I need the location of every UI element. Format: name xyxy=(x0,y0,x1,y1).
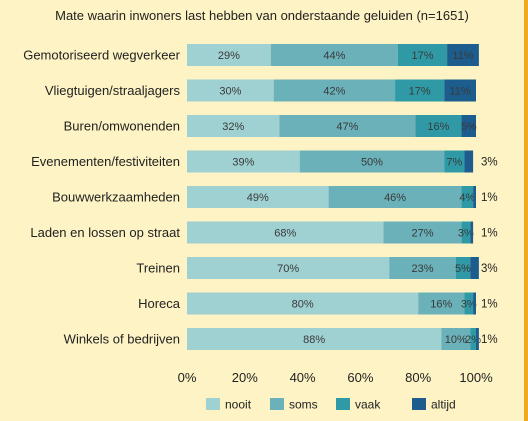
bar-segment-altijd xyxy=(444,79,476,102)
bar-segment-altijd xyxy=(476,328,479,350)
legend-swatch-vaak xyxy=(336,398,350,410)
category-label: Bouwwerkzaamheden xyxy=(52,190,180,205)
bar-segment-vaak xyxy=(395,79,445,102)
data-label: 5% xyxy=(455,263,471,275)
data-label: 23% xyxy=(412,263,434,275)
legend-swatch-soms xyxy=(270,398,284,410)
data-label: 68% xyxy=(274,228,296,240)
category-label: Buren/omwonenden xyxy=(64,119,180,134)
bar-segment-altijd xyxy=(473,186,476,208)
data-label: 29% xyxy=(218,50,240,62)
bar-segment-vaak xyxy=(397,44,448,66)
bar-segment-nooit xyxy=(187,221,384,244)
legend-label-soms: soms xyxy=(289,398,318,412)
data-label: 32% xyxy=(222,121,244,133)
bar-segment-soms xyxy=(279,115,416,137)
x-tick-label: 100% xyxy=(459,370,493,385)
x-tick-label: 80% xyxy=(405,370,431,385)
data-label: 44% xyxy=(323,50,345,62)
x-tick-label: 0% xyxy=(178,370,197,385)
bar-segment-altijd xyxy=(464,150,474,173)
data-label: 70% xyxy=(277,263,299,275)
data-label: 3% xyxy=(481,157,498,169)
bar-segment-vaak xyxy=(461,221,471,244)
bar-segment-vaak xyxy=(470,328,476,350)
data-label: 47% xyxy=(336,121,358,133)
category-label: Evenementen/festiviteiten xyxy=(31,154,180,169)
bar-segment-nooit xyxy=(187,79,274,102)
x-tick-label: 40% xyxy=(290,370,316,385)
data-label: 7% xyxy=(446,157,462,169)
legend-swatch-altijd xyxy=(412,398,426,410)
bar-segment-soms xyxy=(328,186,462,208)
data-label: 3% xyxy=(461,299,477,311)
bar-segment-vaak xyxy=(444,150,465,173)
data-label: 1% xyxy=(481,299,498,311)
bar-segment-nooit xyxy=(187,186,329,208)
legend-swatch-nooit xyxy=(206,398,220,410)
bar-segment-vaak xyxy=(461,186,474,208)
x-tick-label: 60% xyxy=(347,370,373,385)
data-label: 11% xyxy=(452,50,473,62)
data-label: 46% xyxy=(384,192,406,204)
bar-segment-vaak xyxy=(415,115,462,137)
bar-segment-altijd xyxy=(461,115,476,137)
bar-segment-nooit xyxy=(187,292,419,315)
bar-segment-nooit xyxy=(187,115,280,137)
bar-segment-soms xyxy=(273,79,396,102)
data-label: 10% xyxy=(445,334,467,346)
data-label: 17% xyxy=(412,50,434,62)
data-label: 16% xyxy=(427,121,449,133)
data-label: 1% xyxy=(481,334,498,346)
bar-segment-soms xyxy=(441,328,471,350)
data-label: 42% xyxy=(323,86,345,98)
bar-segment-vaak xyxy=(455,257,471,279)
category-label: Gemotoriseerd wegverkeer xyxy=(23,48,180,63)
data-label: 5% xyxy=(461,121,477,133)
legend-label-nooit: nooit xyxy=(225,398,252,412)
data-label: 50% xyxy=(361,157,383,169)
legend-label-altijd: altijd xyxy=(431,398,456,412)
chart-title: Mate waarin inwoners last hebben van ond… xyxy=(55,8,469,23)
data-label: 49% xyxy=(247,192,269,204)
bar-segment-nooit xyxy=(187,328,442,350)
data-label: 17% xyxy=(409,86,431,98)
data-label: 39% xyxy=(232,157,254,169)
bar-segment-altijd xyxy=(473,292,476,315)
category-label: Vliegtuigen/straaljagers xyxy=(45,83,181,98)
category-label: Horeca xyxy=(138,296,181,311)
bar-segment-soms xyxy=(383,221,462,244)
bar-segment-nooit xyxy=(187,257,390,279)
bar-segment-altijd xyxy=(470,221,474,244)
bar-segment-soms xyxy=(418,292,465,315)
data-label: 3% xyxy=(481,263,498,275)
data-label: 80% xyxy=(292,299,314,311)
x-tick-label: 20% xyxy=(232,370,258,385)
bar-segment-nooit xyxy=(187,44,271,66)
legend-label-vaak: vaak xyxy=(355,398,381,412)
data-label: 4% xyxy=(459,192,475,204)
bar-segment-nooit xyxy=(187,150,300,173)
category-label: Winkels of bedrijven xyxy=(64,332,180,347)
data-label: 27% xyxy=(412,228,434,240)
category-label: Laden en lossen op straat xyxy=(30,225,180,240)
bar-segment-vaak xyxy=(464,292,474,315)
data-label: 3% xyxy=(458,228,474,240)
data-label: 1% xyxy=(481,192,498,204)
data-label: 11% xyxy=(450,86,471,98)
data-label: 1% xyxy=(481,228,498,240)
bar-segment-altijd xyxy=(447,44,479,66)
data-label: 88% xyxy=(303,334,325,346)
bar-segment-altijd xyxy=(470,257,479,279)
data-label: 16% xyxy=(430,299,452,311)
bar-segment-soms xyxy=(299,150,445,173)
data-label: 30% xyxy=(219,86,241,98)
bar-segment-soms xyxy=(389,257,456,279)
category-label: Treinen xyxy=(136,261,180,276)
bar-segment-soms xyxy=(270,44,398,66)
